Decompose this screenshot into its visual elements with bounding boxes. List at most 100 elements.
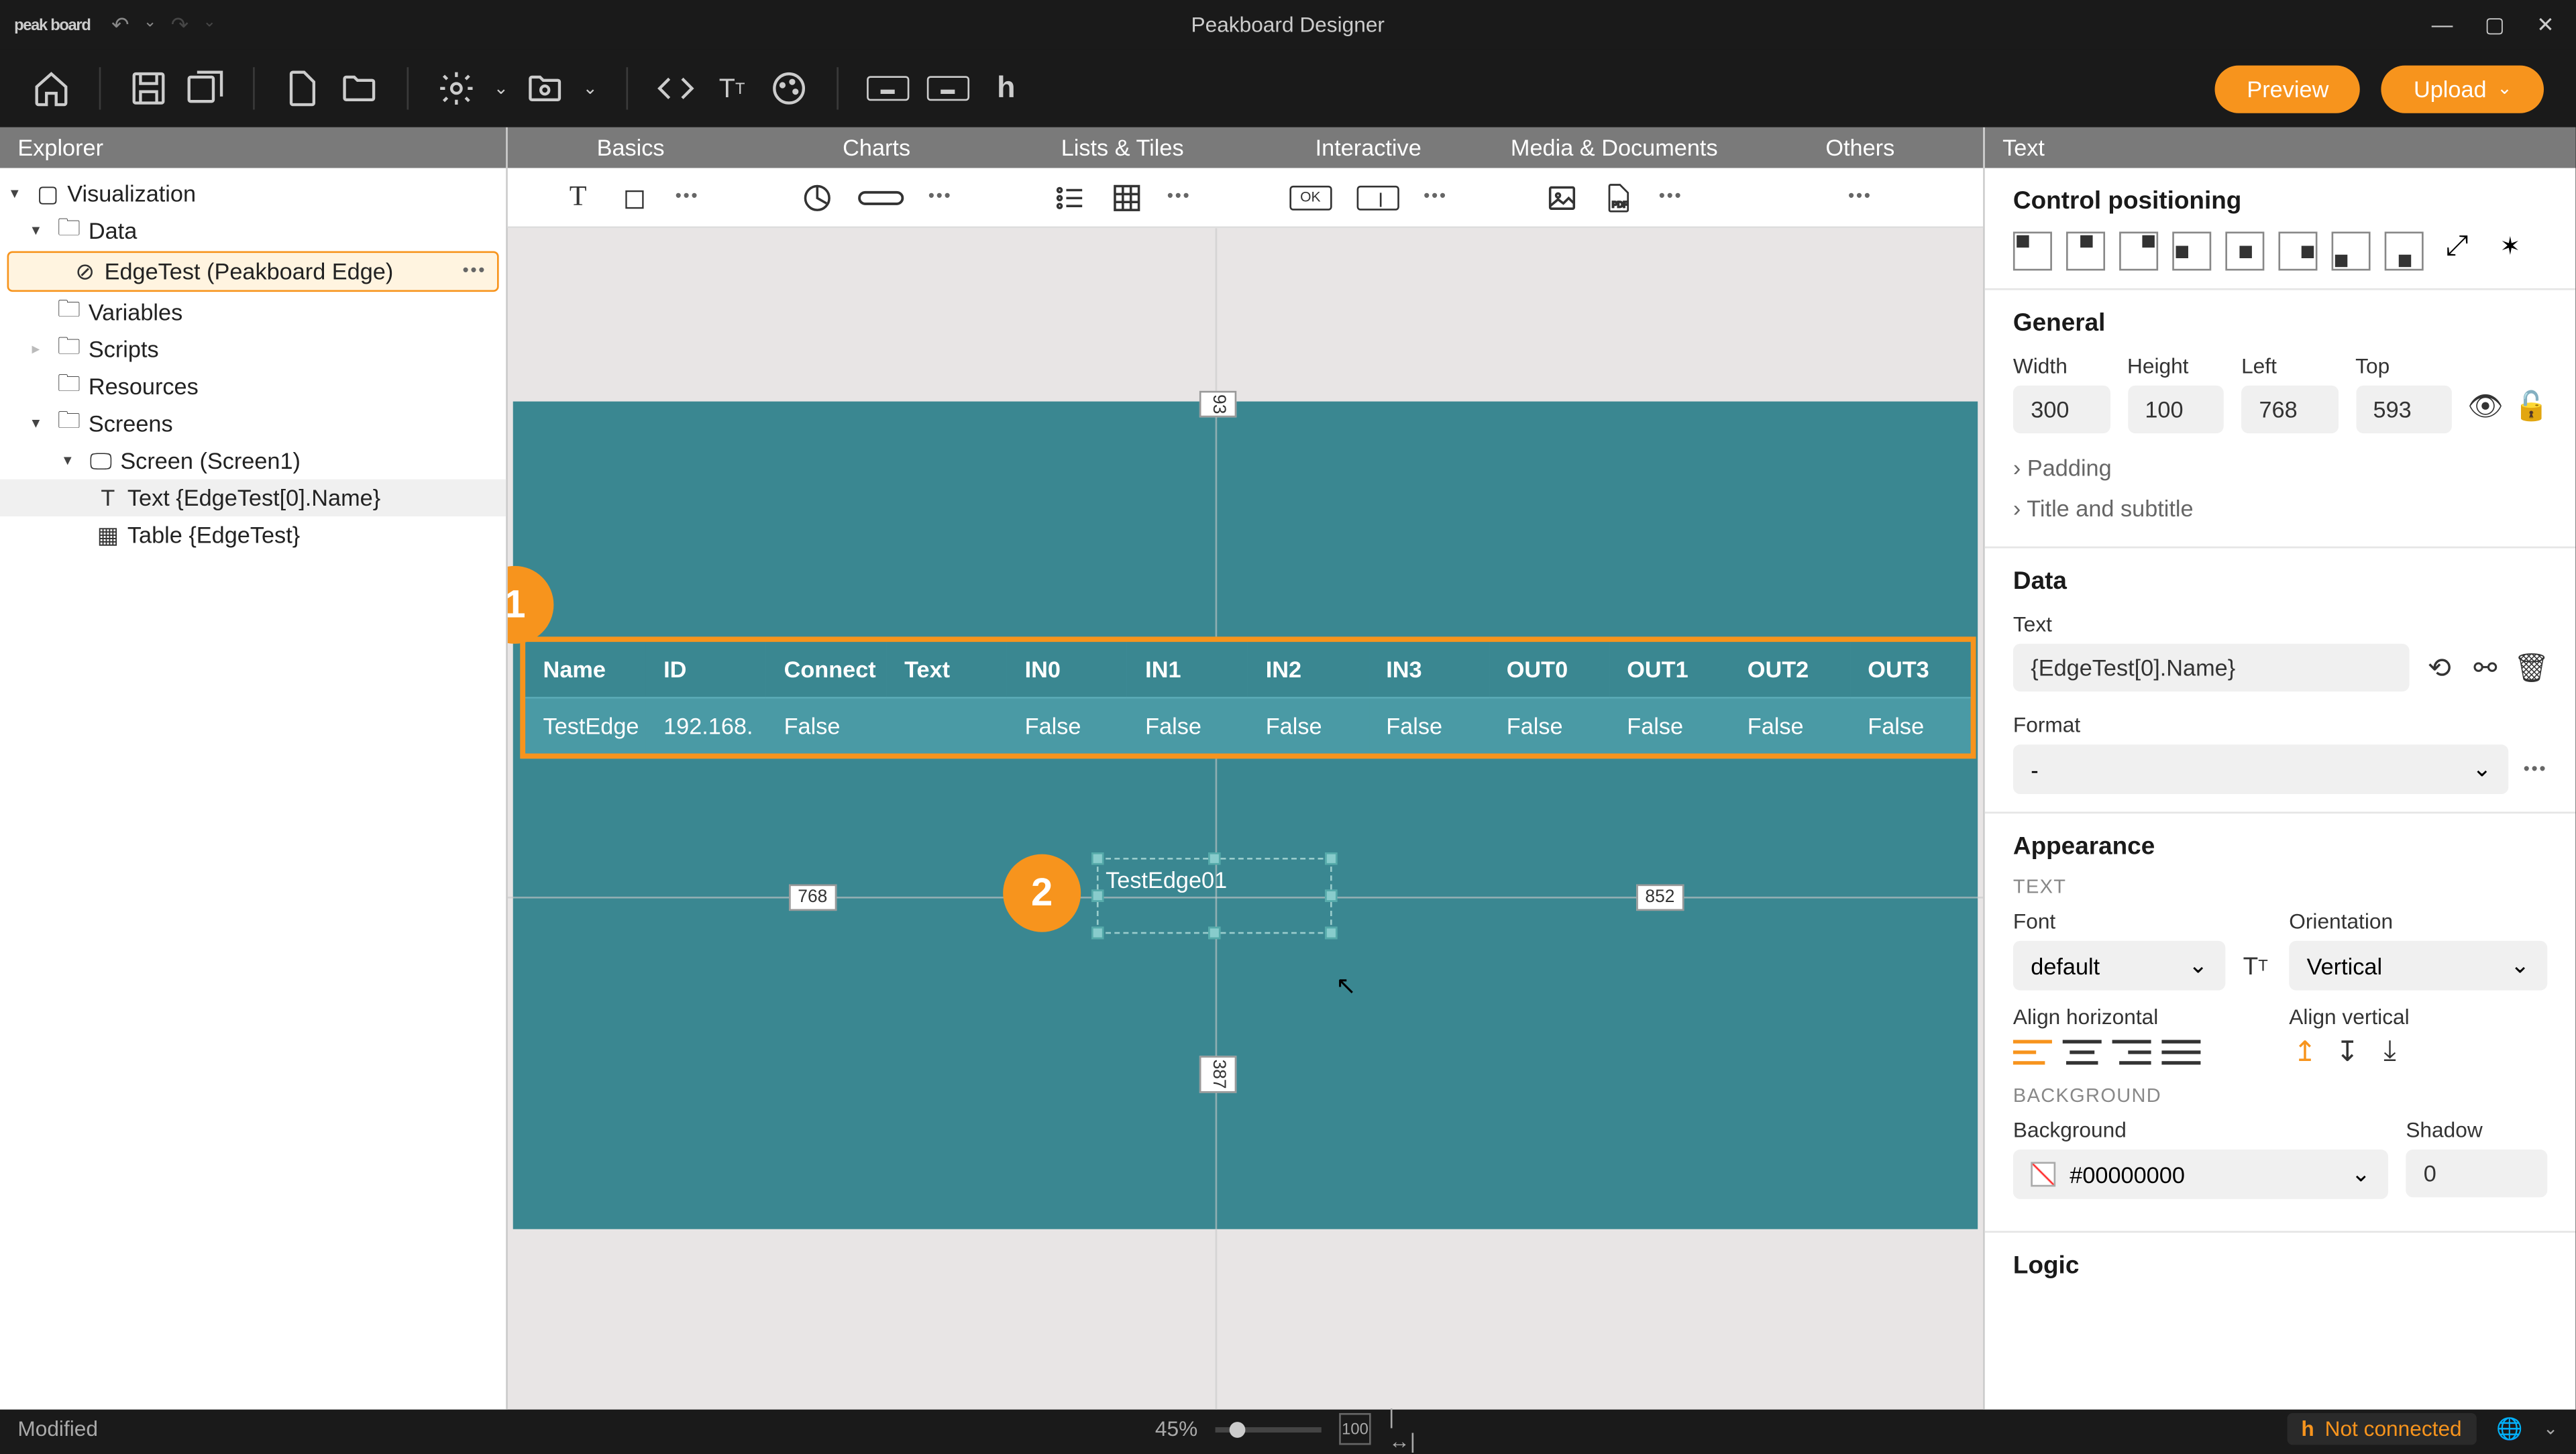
tab-charts[interactable]: Charts [753, 127, 1000, 168]
tag2-icon[interactable]: ▬ [926, 76, 969, 101]
pos-bot-center[interactable] [2385, 231, 2424, 270]
pos-mid-center[interactable] [2225, 231, 2264, 270]
canvas-scroll[interactable]: 93 768 852 387 NameIDConnectTextIN0IN1IN… [508, 228, 1983, 1410]
pos-mid-right[interactable] [2278, 231, 2317, 270]
pos-top-left[interactable] [2013, 231, 2052, 270]
format-select[interactable]: -⌄ [2013, 744, 2510, 794]
more-media-icon[interactable]: ••• [1659, 188, 1683, 207]
shadow-input[interactable] [2406, 1150, 2547, 1197]
pdf-icon[interactable]: PDF [1602, 181, 1633, 213]
tree-visualization[interactable]: ▾▢Visualization [0, 175, 506, 212]
valign-bot-button[interactable]: ⤓ [2374, 1036, 2406, 1068]
pos-bot-left[interactable] [2332, 231, 2371, 270]
minimize-icon[interactable]: — [2432, 12, 2453, 37]
more-lists-icon[interactable]: ••• [1167, 188, 1191, 207]
undo-icon[interactable]: ↶ [111, 12, 129, 37]
font-select[interactable]: default⌄ [2013, 941, 2225, 991]
package-icon[interactable] [526, 69, 565, 108]
connection-status[interactable]: hNot connected [2287, 1413, 2475, 1445]
code-icon[interactable] [656, 69, 695, 108]
height-input[interactable] [2127, 386, 2224, 433]
package-dropdown-icon[interactable]: ⌄ [583, 78, 598, 98]
tab-interactive[interactable]: Interactive [1245, 127, 1491, 168]
tree-text-elem[interactable]: TText {EdgeTest[0].Name} [0, 480, 506, 516]
globe-dropdown-icon[interactable]: ⌄ [2543, 1419, 2558, 1439]
zoom-fit-icon[interactable]: |↔| [1389, 1413, 1420, 1445]
visibility-icon[interactable]: 👁 [2469, 391, 2501, 423]
preview-button[interactable]: Preview [2215, 64, 2361, 112]
tab-media[interactable]: Media & Documents [1491, 127, 1737, 168]
pos-shrink[interactable]: ✶ [2491, 231, 2530, 270]
tree-table-elem[interactable]: ▦Table {EdgeTest} [0, 516, 506, 553]
save-icon[interactable] [129, 69, 168, 108]
zoom-100-icon[interactable]: 100 [1339, 1413, 1371, 1445]
canvas-text-element[interactable]: TestEdge01 [1097, 858, 1332, 934]
tree-variables[interactable]: 🗀Variables [0, 294, 506, 331]
open-folder-icon[interactable] [339, 69, 378, 108]
rect-tool-icon[interactable]: ◻ [619, 181, 650, 213]
text-binding-input[interactable] [2013, 644, 2410, 691]
refresh-icon[interactable]: ⟲ [2424, 652, 2455, 683]
settings-dropdown-icon[interactable]: ⌄ [494, 78, 508, 98]
undo-dropdown-icon[interactable]: ⌄ [144, 12, 157, 37]
link-icon[interactable]: ⚯ [2469, 652, 2501, 683]
tree-resources[interactable]: 🗀Resources [0, 368, 506, 404]
pos-mid-left[interactable] [2172, 231, 2211, 270]
valign-mid-button[interactable]: ↧ [2332, 1036, 2363, 1068]
palette-icon[interactable] [769, 69, 808, 108]
format-more-icon[interactable]: ••• [2524, 760, 2548, 779]
more-charts-icon[interactable]: ••• [928, 188, 953, 207]
h-icon[interactable]: h [987, 69, 1026, 108]
image-icon[interactable] [1546, 181, 1577, 213]
maximize-icon[interactable]: ▢ [2485, 12, 2505, 37]
tag1-icon[interactable]: ▬ [867, 76, 909, 101]
background-select[interactable]: #00000000⌄ [2013, 1150, 2388, 1199]
align-justify-button[interactable] [2161, 1036, 2200, 1068]
orientation-select[interactable]: Vertical⌄ [2289, 941, 2547, 991]
gauge-icon[interactable] [857, 181, 904, 213]
text-tool-icon[interactable]: T [562, 181, 594, 213]
align-center-button[interactable] [2063, 1036, 2102, 1068]
button-icon[interactable]: OK [1289, 185, 1332, 210]
grid-icon[interactable] [1110, 181, 1142, 213]
width-input[interactable] [2013, 386, 2110, 433]
tree-edgetest[interactable]: ⊘EdgeTest (Peakboard Edge)••• [7, 251, 499, 292]
tree-scripts[interactable]: ▸🗀Scripts [0, 331, 506, 368]
delete-icon[interactable]: 🗑 [2516, 652, 2547, 683]
pos-top-center[interactable] [2066, 231, 2105, 270]
tab-basics[interactable]: Basics [508, 127, 754, 168]
upload-button[interactable]: Upload⌄ [2381, 64, 2544, 112]
home-icon[interactable] [32, 69, 70, 108]
more-interactive-icon[interactable]: ••• [1424, 188, 1448, 207]
top-input[interactable] [2355, 386, 2452, 433]
zoom-slider[interactable] [1216, 1427, 1322, 1432]
left-input[interactable] [2241, 386, 2338, 433]
pos-top-right[interactable] [2119, 231, 2158, 270]
more-others-icon[interactable]: ••• [1848, 188, 1872, 207]
close-icon[interactable]: ✕ [2536, 12, 2555, 37]
save-all-icon[interactable] [186, 69, 225, 108]
font-edit-icon[interactable]: TT [2239, 950, 2271, 981]
globe-icon[interactable]: 🌐 [2493, 1413, 2525, 1445]
design-surface[interactable]: 93 768 852 387 NameIDConnectTextIN0IN1IN… [513, 402, 1978, 1229]
more-basics-icon[interactable]: ••• [676, 188, 700, 207]
title-expander[interactable]: Title and subtitle [2013, 488, 2547, 529]
settings-icon[interactable] [437, 69, 476, 108]
list-icon[interactable] [1054, 181, 1085, 213]
tab-lists[interactable]: Lists & Tiles [1000, 127, 1246, 168]
pie-icon[interactable] [801, 181, 833, 213]
lock-icon[interactable]: 🔓 [2516, 391, 2547, 423]
align-right-button[interactable] [2112, 1036, 2151, 1068]
tree-screen1[interactable]: ▾🖵Screen (Screen1) [0, 442, 506, 479]
font-icon[interactable]: TT [712, 69, 751, 108]
redo-dropdown-icon[interactable]: ⌄ [203, 12, 216, 37]
new-file-icon[interactable] [283, 69, 322, 108]
more-icon[interactable]: ••• [463, 262, 487, 281]
align-left-button[interactable] [2013, 1036, 2052, 1068]
canvas-table-element[interactable]: NameIDConnectTextIN0IN1IN2IN3OUT0OUT1OUT… [520, 636, 1976, 759]
tree-data[interactable]: ▾🗀Data [0, 212, 506, 249]
tab-others[interactable]: Others [1737, 127, 1984, 168]
redo-icon[interactable]: ↷ [171, 12, 189, 37]
valign-top-button[interactable]: ↥ [2289, 1036, 2320, 1068]
padding-expander[interactable]: Padding [2013, 447, 2547, 488]
